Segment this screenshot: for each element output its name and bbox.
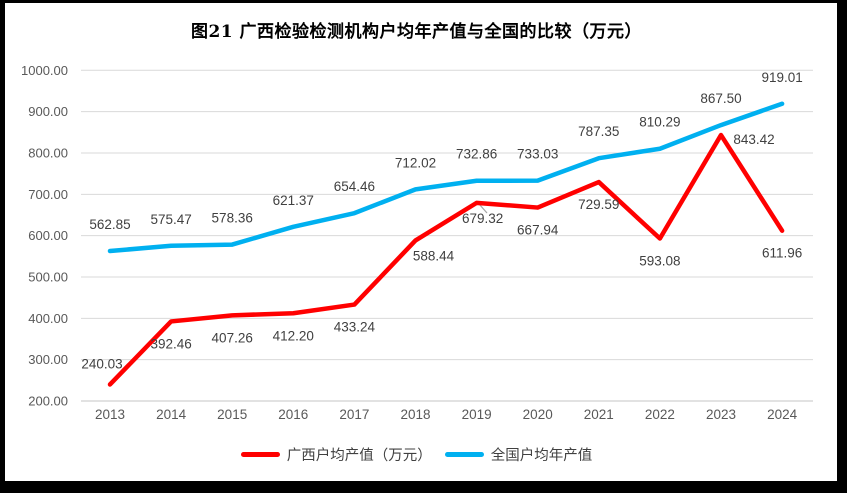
x-tick-label: 2023 [706,407,736,422]
data-label: 578.36 [212,211,253,226]
legend-swatch-guangxi [240,452,280,457]
legend-item-guangxi: 广西户均产值（万元） [240,444,432,465]
series-line-guangxi [107,132,785,387]
y-tick-label: 900.00 [28,104,68,119]
y-tick-label: 300.00 [28,352,68,367]
x-tick-label: 2022 [645,407,675,422]
legend-item-national: 全国户均年产值 [444,444,593,465]
data-label: 732.86 [456,147,497,162]
legend-swatch-national [444,452,484,457]
x-tick-label: 2015 [217,407,247,422]
data-label: 654.46 [334,179,375,194]
y-tick-label: 800.00 [28,145,68,160]
leader-line [479,204,488,214]
data-label: 787.35 [578,124,619,139]
data-label: 433.24 [334,320,376,335]
x-tick-label: 2016 [278,407,308,422]
y-tick-label: 1000.00 [21,63,68,78]
y-tick-label: 200.00 [28,394,68,409]
data-label: 843.42 [733,132,774,147]
data-label: 240.03 [81,356,122,371]
y-tick-label: 700.00 [28,187,68,202]
y-tick-label: 600.00 [28,228,68,243]
data-label: 412.20 [273,328,314,343]
x-tick-label: 2019 [462,407,492,422]
data-label: 588.44 [413,248,455,263]
data-label: 621.37 [273,193,314,208]
data-label: 867.50 [700,91,741,106]
data-label: 667.94 [517,223,559,238]
data-label: 611.96 [762,246,802,261]
legend-label-guangxi: 广西户均产值（万元） [286,448,432,464]
y-tick-label: 400.00 [28,311,68,326]
data-label: 919.01 [761,70,802,85]
legend: 广西户均产值（万元） 全国户均年产值 [0,444,833,465]
y-tick-label: 500.00 [28,269,68,284]
data-label: 562.85 [89,217,130,232]
data-label: 392.46 [150,336,191,351]
x-tick-label: 2021 [584,407,614,422]
x-tick-label: 2018 [400,407,430,422]
x-tick-label: 2014 [156,407,187,422]
legend-label-national: 全国户均年产值 [490,448,593,464]
x-tick-label: 2013 [95,407,125,422]
data-label: 729.59 [578,197,619,212]
x-tick-label: 2020 [523,407,553,422]
data-label: 575.47 [150,212,191,227]
x-tick-label: 2017 [339,407,369,422]
chart-title: 图21 广西检验检测机构户均年产值与全国的比较（万元） [190,22,643,42]
data-label: 810.29 [639,115,680,130]
data-label: 407.26 [212,330,253,345]
data-label: 712.02 [395,155,436,170]
series-line-national [107,101,785,254]
data-label: 593.08 [639,254,680,269]
x-tick-label: 2024 [767,407,798,422]
data-label: 679.32 [462,211,503,226]
data-label: 733.03 [517,147,558,162]
